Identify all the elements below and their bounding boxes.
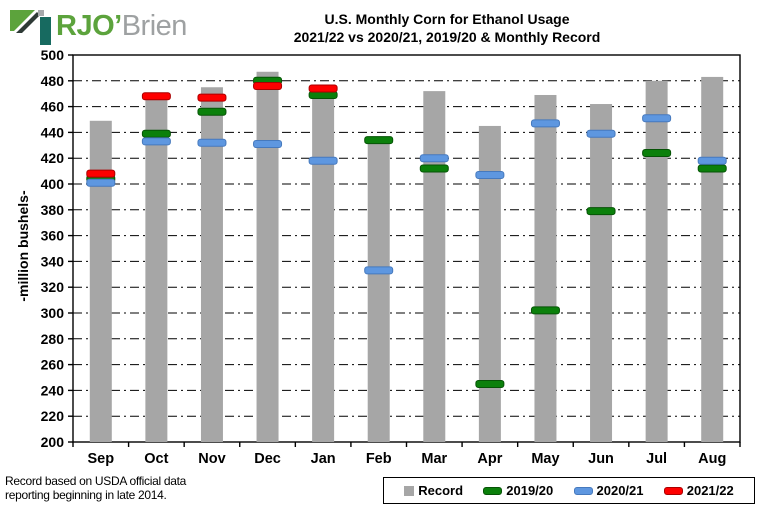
marker-2021-22-sep: [86, 169, 116, 178]
x-label-feb: Feb: [366, 451, 392, 467]
legend-label: Record: [418, 483, 464, 498]
y-tick-label: 380: [41, 202, 65, 218]
legend-item-2020-21: 2020/21: [573, 483, 644, 498]
marker-2020-21-jun: [586, 129, 616, 138]
x-label-aug: Aug: [698, 451, 726, 467]
record-bar-sep: [89, 120, 112, 442]
x-label-dec: Dec: [254, 451, 281, 467]
record-bar-may: [534, 94, 557, 443]
x-label-jan: Jan: [311, 451, 336, 467]
rjo-brien-logo-text: RJO’Brien: [56, 10, 187, 42]
marker-2019-20-may: [530, 306, 560, 315]
legend-swatch-record: [404, 485, 415, 496]
marker-2019-20-feb: [364, 136, 394, 145]
y-tick-label: 400: [41, 176, 65, 192]
legend-swatch-2021-22: [663, 486, 683, 495]
footnote-line2: reporting beginning in late 2014.: [5, 488, 167, 502]
x-label-mar: Mar: [421, 451, 447, 467]
record-bar-apr: [478, 125, 501, 442]
record-bar-jul: [645, 80, 668, 443]
marker-2019-20-nov: [197, 107, 227, 116]
x-label-apr: Apr: [477, 451, 502, 467]
marker-2019-20-apr: [475, 379, 505, 388]
y-tick-label: 360: [41, 228, 65, 244]
y-tick-label: 340: [41, 253, 65, 269]
legend-swatch-2020-21: [573, 486, 593, 495]
y-tick-label: 200: [41, 434, 65, 450]
y-tick-label: 240: [41, 382, 65, 398]
record-bar-nov: [200, 87, 223, 442]
chart-title-line1: U.S. Monthly Corn for Ethanol Usage: [324, 11, 570, 27]
y-tick-label: 320: [41, 279, 65, 295]
record-bar-aug: [701, 76, 724, 443]
marker-2020-21-jan: [308, 156, 338, 165]
marker-2020-21-dec: [253, 140, 283, 149]
marker-2019-20-oct: [141, 129, 171, 138]
y-tick-label: 260: [41, 357, 65, 373]
rjo-brien-logo: RJO’Brien: [10, 7, 187, 45]
x-label-nov: Nov: [198, 451, 225, 467]
x-label-may: May: [531, 451, 559, 467]
marker-2020-21-nov: [197, 138, 227, 147]
marker-2019-20-mar: [419, 164, 449, 173]
marker-2020-21-apr: [475, 170, 505, 179]
x-label-sep: Sep: [87, 451, 114, 467]
legend-item-2019-20: 2019/20: [483, 483, 553, 498]
marker-2021-22-nov: [197, 93, 227, 102]
legend-item-record: Record: [404, 483, 463, 498]
footnote-line1: Record based on USDA official data: [5, 474, 187, 488]
y-tick-label: 280: [41, 331, 65, 347]
marker-2020-21-feb: [364, 266, 394, 275]
y-tick-label: 420: [41, 150, 65, 166]
y-tick-label: 500: [41, 47, 65, 63]
legend-label: 2020/21: [596, 483, 644, 498]
legend-item-2021-22: 2021/22: [663, 483, 734, 498]
marker-2020-21-sep: [86, 178, 116, 187]
y-tick-label: 220: [41, 408, 65, 424]
marker-2020-21-may: [530, 119, 560, 128]
marker-2020-21-mar: [419, 154, 449, 163]
marker-2020-21-jul: [642, 114, 672, 123]
chart-title: U.S. Monthly Corn for Ethanol Usage 2021…: [147, 10, 747, 46]
y-tick-label: 460: [41, 99, 65, 115]
marker-2019-20-aug: [697, 164, 727, 173]
plot-border: [72, 54, 741, 443]
x-label-jul: Jul: [646, 451, 667, 467]
marker-2021-22-dec: [253, 81, 283, 90]
x-label-oct: Oct: [144, 451, 168, 467]
record-bar-jan: [312, 85, 335, 443]
legend-swatch-2019-20: [483, 486, 503, 495]
legend-label: 2021/22: [686, 483, 734, 498]
y-tick-label: 300: [41, 305, 65, 321]
marker-2019-20-jun: [586, 207, 616, 216]
record-bar-mar: [423, 91, 446, 443]
footnote: Record based on USDA official data repor…: [5, 474, 186, 502]
marker-2021-22-jan: [308, 84, 338, 93]
legend: Record 2019/20 2020/21 2021/22: [383, 477, 755, 504]
marker-2021-22-oct: [141, 92, 171, 101]
record-bar-oct: [145, 94, 168, 443]
record-bar-jun: [590, 104, 613, 443]
y-tick-label: 480: [41, 73, 65, 89]
rjo-brien-logo-icon: [10, 7, 52, 45]
record-bar-dec: [256, 71, 279, 443]
marker-2019-20-jul: [642, 149, 672, 158]
legend-label: 2019/20: [506, 483, 554, 498]
marker-2020-21-aug: [697, 156, 727, 165]
chart-title-line2: 2021/22 vs 2020/21, 2019/20 & Monthly Re…: [293, 29, 601, 45]
record-bar-feb: [367, 140, 390, 442]
marker-2020-21-oct: [141, 137, 171, 146]
y-tick-label: 440: [41, 124, 65, 140]
x-label-jun: Jun: [588, 451, 614, 467]
